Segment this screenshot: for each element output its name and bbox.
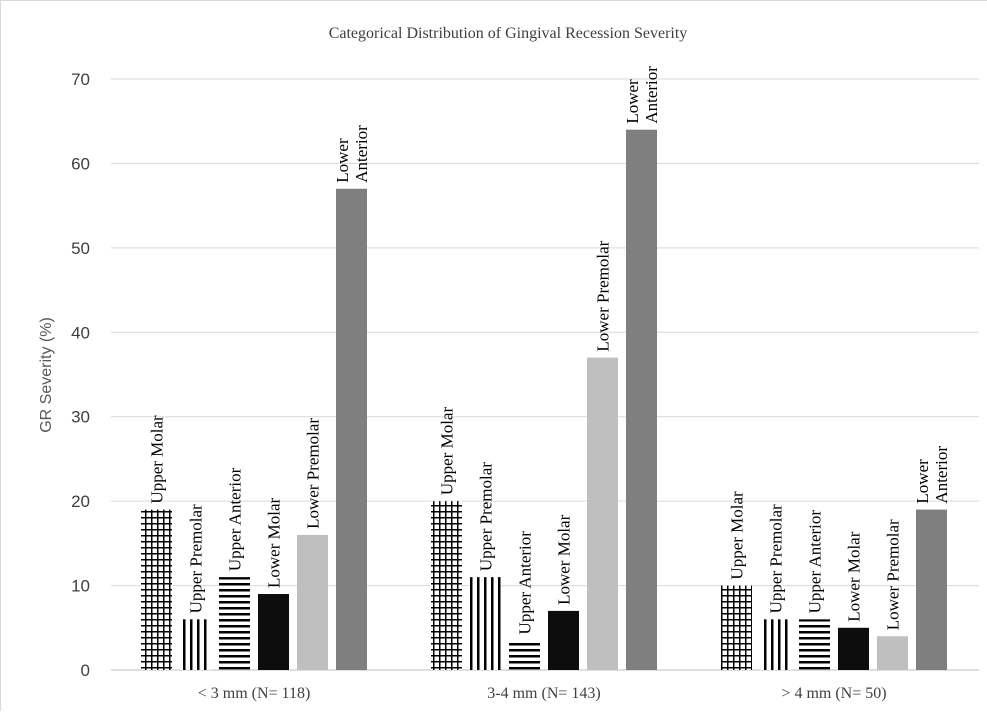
bar xyxy=(877,636,908,670)
bar xyxy=(587,357,618,670)
data-label: Upper Anterior xyxy=(515,531,534,635)
data-label: Upper Molar xyxy=(727,491,746,580)
y-tick-label: 40 xyxy=(71,323,90,342)
y-tick-label: 0 xyxy=(81,661,90,680)
x-category-label: < 3 mm (N= 118) xyxy=(198,685,311,702)
data-label: Upper Anterior xyxy=(225,467,244,571)
bar xyxy=(258,594,289,670)
bar xyxy=(180,619,211,670)
gridlines xyxy=(111,78,979,671)
chart-title: Categorical Distribution of Gingival Rec… xyxy=(329,25,688,42)
bar xyxy=(626,129,657,670)
y-tick-label: 60 xyxy=(71,154,90,173)
bar xyxy=(297,534,328,670)
data-label: Lower Molar xyxy=(844,531,863,622)
y-axis-label: GR Severity (%) xyxy=(38,317,55,433)
data-label: Upper Premolar xyxy=(766,504,785,613)
data-label: Anterior xyxy=(642,66,661,124)
y-axis-ticks: 0 10 20 30 40 50 60 70 xyxy=(71,70,90,680)
y-tick-label: 30 xyxy=(71,408,90,427)
data-label: Lower Premolar xyxy=(883,519,902,630)
data-label: Lower xyxy=(333,138,352,183)
data-label: Lower xyxy=(623,79,642,124)
bar xyxy=(760,619,791,670)
y-tick-label: 50 xyxy=(71,239,90,258)
data-label: Lower Premolar xyxy=(593,240,612,351)
bar xyxy=(548,610,579,670)
x-axis-categories: < 3 mm (N= 118) 3-4 mm (N= 143) > 4 mm (N=… xyxy=(198,685,887,702)
y-tick-label: 10 xyxy=(71,577,90,596)
data-label: Upper Molar xyxy=(147,415,166,504)
data-label: Lower Premolar xyxy=(303,418,322,529)
bar xyxy=(721,585,752,670)
bar xyxy=(916,509,947,670)
bars xyxy=(141,129,947,670)
bar xyxy=(470,577,501,670)
bar xyxy=(336,188,367,670)
data-labels: Upper Molar Upper Premolar Upper Anterior L… xyxy=(147,66,951,635)
data-label: Lower Molar xyxy=(554,514,573,605)
data-label: Upper Anterior xyxy=(805,510,824,614)
x-category-label: 3-4 mm (N= 143) xyxy=(487,685,600,702)
y-tick-label: 70 xyxy=(71,70,90,89)
data-label: Upper Premolar xyxy=(476,462,495,571)
bar xyxy=(219,577,250,670)
x-category-label: > 4 mm (N= 50) xyxy=(781,685,886,702)
data-label: Upper Molar xyxy=(437,407,456,496)
data-label: Upper Premolar xyxy=(186,504,205,613)
bar xyxy=(838,627,869,670)
data-label: Lower xyxy=(913,459,932,504)
bar xyxy=(509,640,540,670)
data-label: Anterior xyxy=(352,125,371,183)
y-tick-label: 20 xyxy=(71,492,90,511)
bar xyxy=(141,509,172,670)
data-label: Lower Molar xyxy=(264,498,283,589)
bar xyxy=(431,501,462,670)
bar xyxy=(799,619,830,670)
data-label: Anterior xyxy=(932,446,951,504)
